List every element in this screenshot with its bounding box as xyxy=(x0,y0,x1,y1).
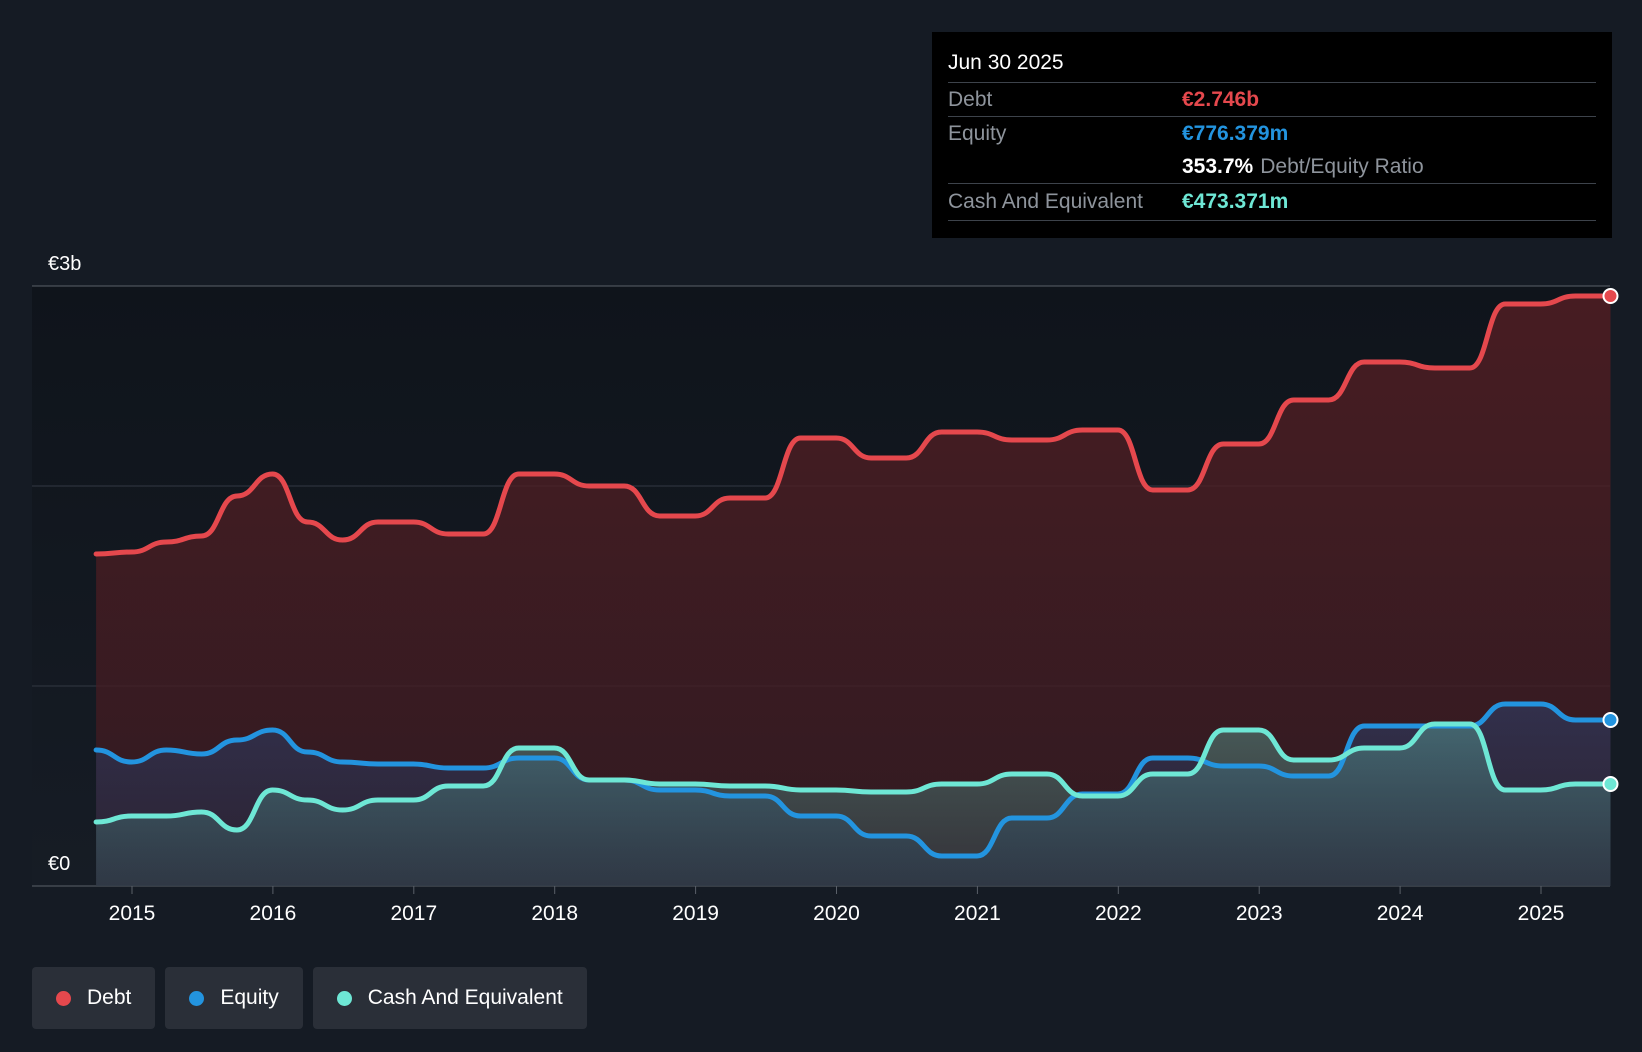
tooltip-panel: Jun 30 2025 Debt €2.746b Equity €776.379… xyxy=(932,32,1612,238)
x-tick-label: 2025 xyxy=(1518,902,1565,925)
tooltip-cash-label: Cash And Equivalent xyxy=(948,190,1143,213)
cash-series-line xyxy=(93,721,1613,833)
x-tick-label: 2023 xyxy=(1236,902,1283,925)
cash-end-point[interactable] xyxy=(1602,776,1619,792)
tooltip-cash-value: €473.371m xyxy=(1182,190,1289,213)
y-tick-label-bottom: €0 xyxy=(48,853,70,875)
equity-end-point[interactable] xyxy=(1602,712,1619,728)
x-tick-label: 2024 xyxy=(1377,902,1424,925)
tooltip-debt-row: Debt €2.746b xyxy=(948,83,1596,117)
tooltip-date: Jun 30 2025 xyxy=(948,46,1596,83)
x-tick-label: 2016 xyxy=(250,902,297,925)
legend-equity-label: Equity xyxy=(220,986,279,1009)
equity-series-line xyxy=(93,701,1613,859)
tooltip-debt-label: Debt xyxy=(948,88,993,111)
chart-legend: Debt Equity Cash And Equivalent xyxy=(32,967,587,1029)
x-tick-label: 2021 xyxy=(954,902,1001,925)
x-tick-label: 2015 xyxy=(109,902,156,925)
debt-series-line xyxy=(93,293,1613,557)
debt-equity-chart: 2015 2016 2017 2018 2019 2020 2021 2022 2023 2024… xyxy=(32,253,1619,925)
legend-cash-label: Cash And Equivalent xyxy=(367,986,563,1009)
debt-dot-icon xyxy=(56,990,71,1006)
tooltip-debt-value: €2.746b xyxy=(1182,88,1260,111)
tooltip-equity-label: Equity xyxy=(948,122,1007,145)
tooltip-cash-row: Cash And Equivalent €473.371m xyxy=(948,184,1596,221)
legend-item-debt[interactable]: Debt xyxy=(32,967,156,1029)
legend-debt-label: Debt xyxy=(87,986,132,1009)
x-tick-label: 2022 xyxy=(1095,902,1142,925)
equity-dot-icon xyxy=(189,990,205,1006)
tooltip-ratio-value: 353.7% xyxy=(1182,155,1254,178)
tooltip-ratio-label: Debt/Equity Ratio xyxy=(1260,155,1424,178)
x-tick-label: 2019 xyxy=(672,902,719,925)
tooltip-equity-row: Equity €776.379m xyxy=(948,117,1596,150)
debt-end-point[interactable] xyxy=(1602,288,1619,304)
legend-item-equity[interactable]: Equity xyxy=(165,967,303,1029)
x-tick-label: 2020 xyxy=(813,902,860,925)
cash-dot-icon xyxy=(336,990,352,1006)
y-tick-label-top: €3b xyxy=(48,253,81,275)
tooltip-ratio-row: 353.7% Debt/Equity Ratio xyxy=(948,150,1596,184)
tooltip-equity-value: €776.379m xyxy=(1182,122,1289,145)
legend-item-cash[interactable]: Cash And Equivalent xyxy=(312,967,587,1029)
x-tick-label: 2017 xyxy=(390,902,437,925)
x-tick-label: 2018 xyxy=(531,902,578,925)
